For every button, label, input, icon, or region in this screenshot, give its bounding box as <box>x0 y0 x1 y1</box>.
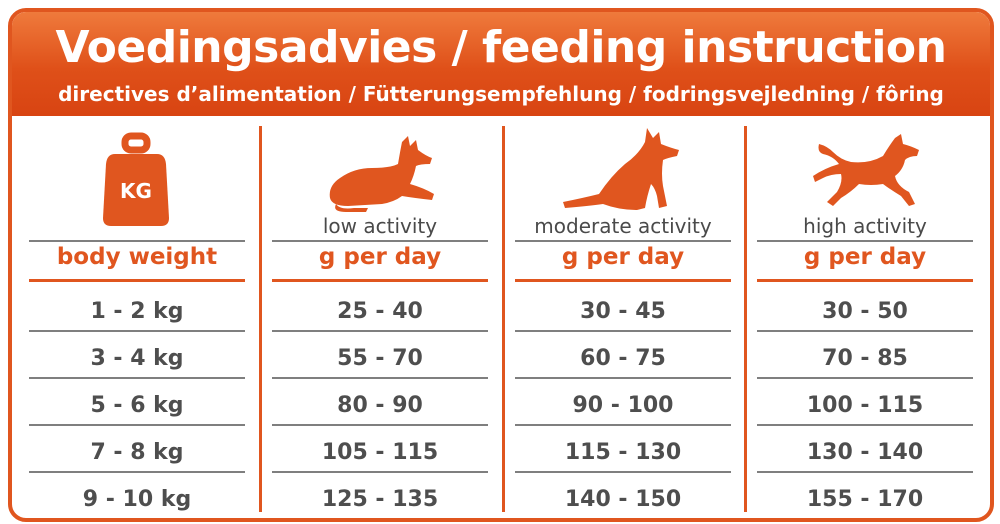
row-rule <box>757 330 973 332</box>
column-divider <box>259 126 262 512</box>
activity-label: high activity <box>803 214 927 238</box>
table-cell: 130 - 140 <box>806 440 924 465</box>
row-rule <box>515 424 731 426</box>
lying-dog-icon <box>329 136 434 212</box>
table-cell: 115 - 130 <box>564 440 682 465</box>
table-cell: 100 - 115 <box>806 393 924 418</box>
header-rule <box>272 240 488 242</box>
row-rule <box>757 377 973 379</box>
row-rule <box>515 471 731 473</box>
sitting-dog-icon <box>563 128 679 210</box>
header-rule-accent <box>29 279 245 282</box>
table-cell: 70 - 85 <box>822 346 908 371</box>
activity-label: moderate activity <box>534 214 712 238</box>
column-divider <box>502 126 505 512</box>
kg-weight-icon: KG <box>103 132 169 226</box>
table-cell: 105 - 115 <box>321 440 439 465</box>
column-header: g per day <box>561 244 685 270</box>
table-cell: 55 - 70 <box>337 346 423 371</box>
table-cell: 30 - 50 <box>822 299 908 324</box>
row-rule <box>515 377 731 379</box>
row-rule <box>29 471 245 473</box>
column-header: body weight <box>56 244 218 270</box>
table-cell: 7 - 8 kg <box>90 440 184 465</box>
activity-label: low activity <box>322 214 438 238</box>
table-cell: 25 - 40 <box>337 299 423 324</box>
table-cell: 1 - 2 kg <box>90 299 184 324</box>
title-banner: Voedingsadvies / feeding instruction dir… <box>12 12 990 116</box>
table-cell: 30 - 45 <box>580 299 666 324</box>
table-cell: 90 - 100 <box>572 393 674 418</box>
column-divider <box>744 126 747 512</box>
table-cell: 3 - 4 kg <box>90 346 184 371</box>
table-cell: 5 - 6 kg <box>90 393 184 418</box>
row-rule <box>272 471 488 473</box>
table-cell: 125 - 135 <box>321 487 439 512</box>
row-rule <box>29 424 245 426</box>
header-rule-accent <box>272 279 488 282</box>
feeding-table-card: Voedingsadvies / feeding instruction dir… <box>8 8 994 522</box>
kg-label: KG <box>120 179 152 203</box>
column-header: g per day <box>803 244 927 270</box>
row-rule <box>757 471 973 473</box>
row-rule <box>272 424 488 426</box>
table-cell: 60 - 75 <box>580 346 666 371</box>
page-subtitle: directives d’alimentation / Fütterungsem… <box>58 82 944 106</box>
table-cell: 140 - 150 <box>564 487 682 512</box>
table-cell: 9 - 10 kg <box>82 487 192 512</box>
row-rule <box>29 330 245 332</box>
table-cell: 155 - 170 <box>806 487 924 512</box>
row-rule <box>757 424 973 426</box>
row-rule <box>515 330 731 332</box>
row-rule <box>272 330 488 332</box>
table-cell: 80 - 90 <box>337 393 423 418</box>
page-title: Voedingsadvies / feeding instruction <box>55 22 947 73</box>
header-rule <box>757 240 973 242</box>
header-rule <box>29 240 245 242</box>
column-header: g per day <box>318 244 442 270</box>
header-rule-accent <box>515 279 731 282</box>
header-rule-accent <box>757 279 973 282</box>
running-dog-icon <box>813 134 919 206</box>
header-rule <box>515 240 731 242</box>
row-rule <box>29 377 245 379</box>
row-rule <box>272 377 488 379</box>
